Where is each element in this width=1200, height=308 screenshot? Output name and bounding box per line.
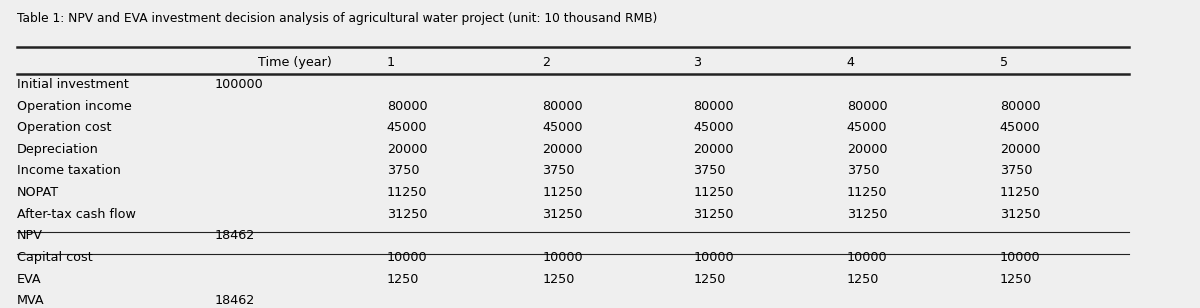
Text: 3750: 3750	[847, 164, 880, 177]
Text: 45000: 45000	[386, 121, 427, 134]
Text: 3750: 3750	[694, 164, 726, 177]
Text: 80000: 80000	[386, 99, 427, 112]
Text: 80000: 80000	[694, 99, 734, 112]
Text: 11250: 11250	[847, 186, 887, 199]
Text: Time (year): Time (year)	[258, 56, 331, 69]
Text: 10000: 10000	[847, 251, 887, 264]
Text: 10000: 10000	[386, 251, 427, 264]
Text: 45000: 45000	[542, 121, 583, 134]
Text: 31250: 31250	[542, 208, 583, 221]
Text: Depreciation: Depreciation	[17, 143, 98, 156]
Text: 45000: 45000	[1000, 121, 1040, 134]
Text: 80000: 80000	[542, 99, 583, 112]
Text: 1250: 1250	[386, 273, 419, 286]
Text: 10000: 10000	[1000, 251, 1040, 264]
Text: Initial investment: Initial investment	[17, 78, 128, 91]
Text: 11250: 11250	[694, 186, 734, 199]
Text: 4: 4	[847, 56, 854, 69]
Text: 45000: 45000	[694, 121, 734, 134]
Text: 100000: 100000	[215, 78, 263, 91]
Text: Operation cost: Operation cost	[17, 121, 112, 134]
Text: After-tax cash flow: After-tax cash flow	[17, 208, 136, 221]
Text: EVA: EVA	[17, 273, 42, 286]
Text: 80000: 80000	[847, 99, 887, 112]
Text: 1250: 1250	[542, 273, 575, 286]
Text: 3: 3	[694, 56, 702, 69]
Text: Table 1: NPV and EVA investment decision analysis of agricultural water project : Table 1: NPV and EVA investment decision…	[17, 12, 658, 25]
Text: 1250: 1250	[694, 273, 726, 286]
Text: 20000: 20000	[1000, 143, 1040, 156]
Text: Income taxation: Income taxation	[17, 164, 121, 177]
Text: 20000: 20000	[542, 143, 583, 156]
Text: 31250: 31250	[1000, 208, 1040, 221]
Text: 80000: 80000	[1000, 99, 1040, 112]
Text: 20000: 20000	[847, 143, 887, 156]
Text: 2: 2	[542, 56, 551, 69]
Text: 1: 1	[386, 56, 395, 69]
Text: 3750: 3750	[386, 164, 419, 177]
Text: Operation income: Operation income	[17, 99, 132, 112]
Text: 18462: 18462	[215, 229, 254, 242]
Text: 1250: 1250	[847, 273, 880, 286]
Text: 31250: 31250	[847, 208, 887, 221]
Text: 20000: 20000	[386, 143, 427, 156]
Text: 11250: 11250	[386, 186, 427, 199]
Text: 1250: 1250	[1000, 273, 1032, 286]
Text: 31250: 31250	[386, 208, 427, 221]
Text: 5: 5	[1000, 56, 1008, 69]
Text: 11250: 11250	[1000, 186, 1040, 199]
Text: MVA: MVA	[17, 294, 44, 307]
Text: NOPAT: NOPAT	[17, 186, 59, 199]
Text: NPV: NPV	[17, 229, 43, 242]
Text: 20000: 20000	[694, 143, 734, 156]
Text: 10000: 10000	[542, 251, 583, 264]
Text: 3750: 3750	[542, 164, 575, 177]
Text: 18462: 18462	[215, 294, 254, 307]
Text: 3750: 3750	[1000, 164, 1032, 177]
Text: 45000: 45000	[847, 121, 887, 134]
Text: 10000: 10000	[694, 251, 734, 264]
Text: 11250: 11250	[542, 186, 583, 199]
Text: 31250: 31250	[694, 208, 734, 221]
Text: Capital cost: Capital cost	[17, 251, 92, 264]
